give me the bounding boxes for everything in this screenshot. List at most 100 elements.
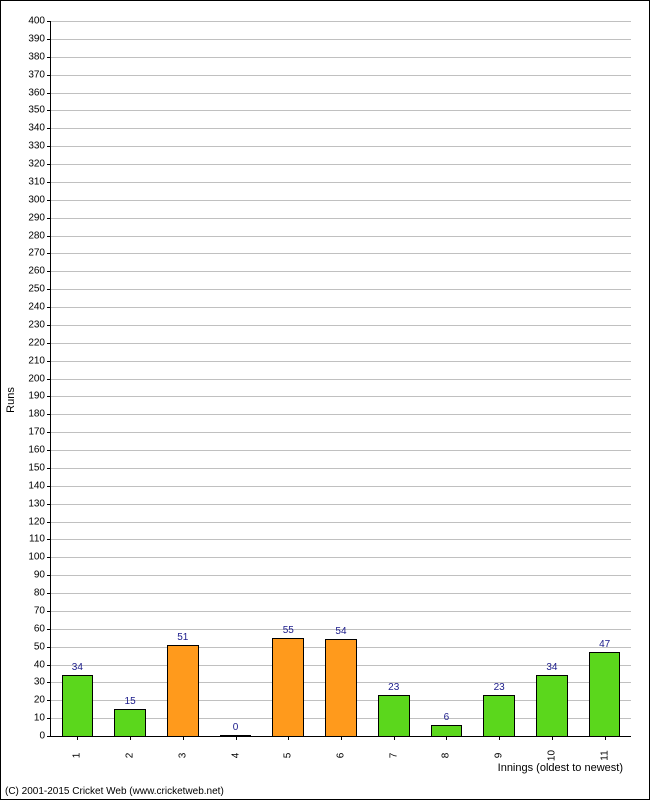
y-tick-label: 180 bbox=[28, 409, 45, 420]
y-tick-label: 110 bbox=[29, 534, 45, 545]
y-tick-mark bbox=[47, 450, 51, 451]
y-tick-mark bbox=[47, 486, 51, 487]
y-tick-label: 90 bbox=[34, 570, 45, 581]
grid-line bbox=[51, 611, 631, 612]
x-axis-title: Innings (oldest to newest) bbox=[498, 762, 623, 774]
x-tick-label: 5 bbox=[283, 753, 294, 759]
grid-line bbox=[51, 57, 631, 58]
grid-line bbox=[51, 468, 631, 469]
y-tick-label: 320 bbox=[28, 159, 45, 170]
bar-value-label: 34 bbox=[63, 662, 93, 673]
grid-line bbox=[51, 128, 631, 129]
grid-line bbox=[51, 361, 631, 362]
grid-line bbox=[51, 146, 631, 147]
y-tick-label: 20 bbox=[34, 695, 45, 706]
grid-line bbox=[51, 182, 631, 183]
y-tick-label: 170 bbox=[28, 427, 45, 438]
y-tick-label: 300 bbox=[28, 194, 45, 205]
y-tick-label: 330 bbox=[28, 141, 45, 152]
y-tick-label: 280 bbox=[28, 230, 45, 241]
y-tick-mark bbox=[47, 468, 51, 469]
y-tick-label: 260 bbox=[28, 266, 45, 277]
x-tick-mark bbox=[552, 736, 553, 740]
grid-line bbox=[51, 539, 631, 540]
y-tick-label: 290 bbox=[28, 212, 45, 223]
y-tick-mark bbox=[47, 146, 51, 147]
bar-value-label: 51 bbox=[168, 632, 198, 643]
x-tick-label: 10 bbox=[546, 750, 557, 761]
plot-area: Innings (oldest to newest) 0102030405060… bbox=[51, 21, 631, 736]
y-tick-label: 120 bbox=[28, 516, 45, 527]
grid-line bbox=[51, 343, 631, 344]
y-tick-label: 100 bbox=[28, 552, 45, 563]
y-tick-mark bbox=[47, 57, 51, 58]
y-tick-mark bbox=[47, 325, 51, 326]
bar-value-label: 34 bbox=[537, 662, 567, 673]
y-tick-mark bbox=[47, 200, 51, 201]
grid-line bbox=[51, 39, 631, 40]
x-tick-label: 11 bbox=[599, 750, 610, 760]
grid-line bbox=[51, 21, 631, 22]
x-tick-label: 4 bbox=[230, 753, 241, 759]
bar-value-label: 15 bbox=[115, 696, 145, 707]
grid-line bbox=[51, 110, 631, 111]
y-tick-label: 200 bbox=[28, 373, 45, 384]
x-tick-mark bbox=[341, 736, 342, 740]
grid-line bbox=[51, 218, 631, 219]
y-tick-mark bbox=[47, 21, 51, 22]
grid-line bbox=[51, 253, 631, 254]
y-tick-mark bbox=[47, 218, 51, 219]
bar: 23 bbox=[378, 695, 410, 736]
y-tick-mark bbox=[47, 110, 51, 111]
y-tick-label: 30 bbox=[34, 677, 45, 688]
x-tick-mark bbox=[499, 736, 500, 740]
bar: 34 bbox=[62, 675, 94, 736]
y-tick-mark bbox=[47, 289, 51, 290]
grid-line bbox=[51, 504, 631, 505]
y-tick-mark bbox=[47, 93, 51, 94]
y-tick-label: 400 bbox=[28, 16, 45, 27]
y-tick-label: 10 bbox=[34, 713, 45, 724]
y-tick-mark bbox=[47, 539, 51, 540]
grid-line bbox=[51, 93, 631, 94]
chart-container: Runs Innings (oldest to newest) 01020304… bbox=[0, 0, 650, 800]
y-tick-label: 230 bbox=[28, 319, 45, 330]
y-tick-mark bbox=[47, 522, 51, 523]
bar: 51 bbox=[167, 645, 199, 736]
x-tick-label: 2 bbox=[125, 753, 136, 759]
grid-line bbox=[51, 486, 631, 487]
x-tick-label: 9 bbox=[494, 753, 505, 759]
y-tick-label: 240 bbox=[28, 302, 45, 313]
bar: 55 bbox=[272, 638, 304, 736]
bar-value-label: 55 bbox=[273, 625, 303, 636]
x-tick-mark bbox=[130, 736, 131, 740]
x-tick-mark bbox=[446, 736, 447, 740]
y-tick-mark bbox=[47, 647, 51, 648]
grid-line bbox=[51, 325, 631, 326]
y-tick-mark bbox=[47, 164, 51, 165]
y-tick-label: 40 bbox=[34, 659, 45, 670]
bar-value-label: 47 bbox=[590, 639, 620, 650]
grid-line bbox=[51, 379, 631, 380]
x-tick-label: 1 bbox=[72, 753, 83, 759]
y-tick-label: 130 bbox=[28, 498, 45, 509]
y-tick-label: 80 bbox=[34, 588, 45, 599]
y-tick-label: 60 bbox=[34, 623, 45, 634]
y-tick-mark bbox=[47, 253, 51, 254]
grid-line bbox=[51, 164, 631, 165]
y-tick-mark bbox=[47, 75, 51, 76]
y-tick-label: 70 bbox=[34, 605, 45, 616]
y-tick-mark bbox=[47, 182, 51, 183]
y-tick-mark bbox=[47, 307, 51, 308]
y-axis-title: Runs bbox=[5, 387, 17, 413]
x-tick-mark bbox=[288, 736, 289, 740]
y-tick-label: 210 bbox=[28, 355, 45, 366]
y-tick-mark bbox=[47, 629, 51, 630]
y-tick-label: 350 bbox=[28, 105, 45, 116]
grid-line bbox=[51, 271, 631, 272]
y-tick-mark bbox=[47, 128, 51, 129]
bar: 15 bbox=[114, 709, 146, 736]
y-tick-label: 360 bbox=[28, 87, 45, 98]
grid-line bbox=[51, 432, 631, 433]
grid-line bbox=[51, 289, 631, 290]
